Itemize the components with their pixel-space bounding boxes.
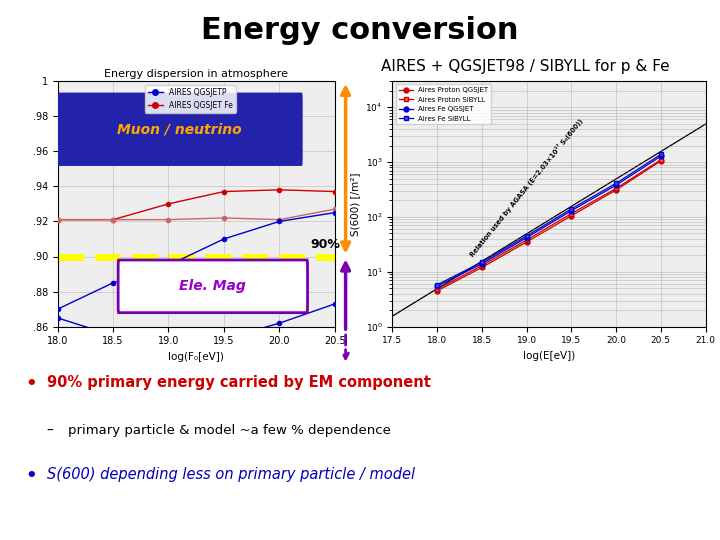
Aires Proton SIBYLL [477,262,486,269]
Aires Fe QGSJET [657,153,665,159]
Text: Muon / neutrino: Muon / neutrino [117,122,242,136]
Aires Proton QGSJET [612,187,621,193]
Aires Fe QGSJET [433,283,441,289]
Text: Energy conversion: Energy conversion [202,16,518,45]
Line: Aires Fe SIBYLL: Aires Fe SIBYLL [435,152,663,287]
Line: Aires Fe QGSJET: Aires Fe QGSJET [435,154,663,288]
Aires Proton SIBYLL [522,237,531,243]
Text: 90% primary energy carried by EM component: 90% primary energy carried by EM compone… [47,375,431,390]
Title: Energy dispersion in atmosphere: Energy dispersion in atmosphere [104,69,288,79]
Aires Fe SIBYLL [657,151,665,158]
Text: AIRES + QGSJET98 / SIBYLL for p & Fe: AIRES + QGSJET98 / SIBYLL for p & Fe [382,59,670,75]
Aires Fe SIBYLL [477,259,486,265]
Aires Proton QGSJET [522,239,531,245]
Aires Proton SIBYLL [433,286,441,293]
FancyArrowPatch shape [342,263,349,329]
Aires Fe SIBYLL [612,180,621,186]
Y-axis label: S(600) [/m²]: S(600) [/m²] [350,172,360,235]
Text: primary particle & model ~a few % dependence: primary particle & model ~a few % depend… [68,424,391,437]
Text: Ele. Mag: Ele. Mag [179,279,246,293]
FancyArrowPatch shape [342,87,349,250]
Text: S(600) depending less on primary particle / model: S(600) depending less on primary particl… [47,467,415,482]
Text: 90%: 90% [310,238,341,251]
Aires Proton SIBYLL [612,185,621,192]
Aires Proton QGSJET [657,158,665,164]
Aires Proton SIBYLL [657,157,665,163]
FancyBboxPatch shape [118,260,307,313]
Aires Fe QGSJET [477,261,486,267]
Aires Proton QGSJET [477,264,486,271]
FancyBboxPatch shape [57,93,302,165]
Aires Fe QGSJET [522,234,531,241]
Aires Fe SIBYLL [522,233,531,239]
Aires Proton QGSJET [567,213,576,219]
Aires Fe QGSJET [567,207,576,214]
X-axis label: log(F₀[eV]): log(F₀[eV]) [168,352,224,362]
Text: Relation used by AGASA (E=2.03×10¹⁷ S₀(600)): Relation used by AGASA (E=2.03×10¹⁷ S₀(6… [469,117,585,258]
Text: •: • [25,375,37,393]
X-axis label: log(E[eV]): log(E[eV]) [523,351,575,361]
Aires Proton SIBYLL [567,211,576,217]
Line: Aires Proton QGSJET: Aires Proton QGSJET [435,158,663,293]
Aires Fe SIBYLL [433,281,441,288]
Line: Aires Proton SIBYLL: Aires Proton SIBYLL [435,157,663,292]
Legend: AIRES QGSJETP, AIRES QGSJET Fe: AIRES QGSJETP, AIRES QGSJET Fe [145,85,236,113]
Legend: Aires Proton QGSJET, Aires Proton SIBYLL, Aires Fe QGSJET, Aires Fe SIBYLL: Aires Proton QGSJET, Aires Proton SIBYLL… [396,84,491,124]
Aires Fe QGSJET [612,182,621,188]
Aires Fe SIBYLL [567,206,576,212]
Text: •: • [25,467,37,485]
Aires Proton QGSJET [433,288,441,294]
Text: –: – [47,424,54,438]
